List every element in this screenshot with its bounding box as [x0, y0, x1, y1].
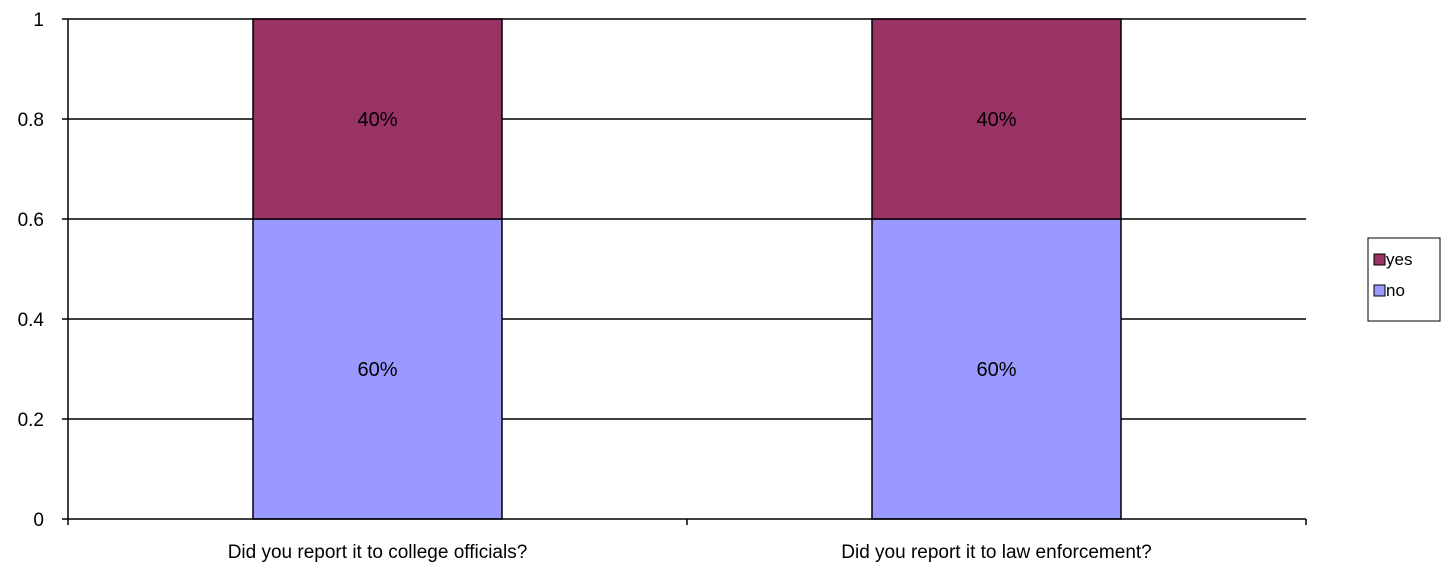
bar-no-1: [252, 218, 503, 520]
bars: 60% 40% 60% 40%: [252, 18, 1122, 520]
data-label-no-1: 60%: [357, 359, 397, 381]
data-label-yes-2: 40%: [976, 109, 1016, 131]
legend-label-yes: yes: [1386, 250, 1412, 269]
y-tick-label: 1: [33, 10, 44, 31]
legend-swatch-yes: [1373, 253, 1386, 266]
legend: yes no: [1367, 237, 1441, 322]
bar-yes-1: [252, 18, 503, 220]
y-tick-label: 0.6: [18, 210, 44, 231]
y-tick-label: 0.2: [18, 410, 44, 431]
data-label-yes-1: 40%: [357, 109, 397, 131]
legend-label-no: no: [1386, 281, 1405, 300]
y-tick-label: 0.4: [18, 310, 45, 331]
bar-yes-2: [871, 18, 1122, 220]
legend-swatch-no: [1373, 284, 1386, 297]
data-label-no-2: 60%: [976, 359, 1016, 381]
x-category-label: Did you report it to law enforcement?: [841, 542, 1152, 563]
legend-box: [1367, 237, 1441, 322]
bar-no-2: [871, 218, 1122, 520]
x-category-label: Did you report it to college officials?: [228, 542, 528, 563]
y-tick-label: 0.8: [18, 110, 44, 131]
axes: 0 0.2 0.4 0.6 0.8 1 Did you report it to colle…: [18, 10, 1307, 563]
y-tick-label: 0: [33, 510, 44, 531]
